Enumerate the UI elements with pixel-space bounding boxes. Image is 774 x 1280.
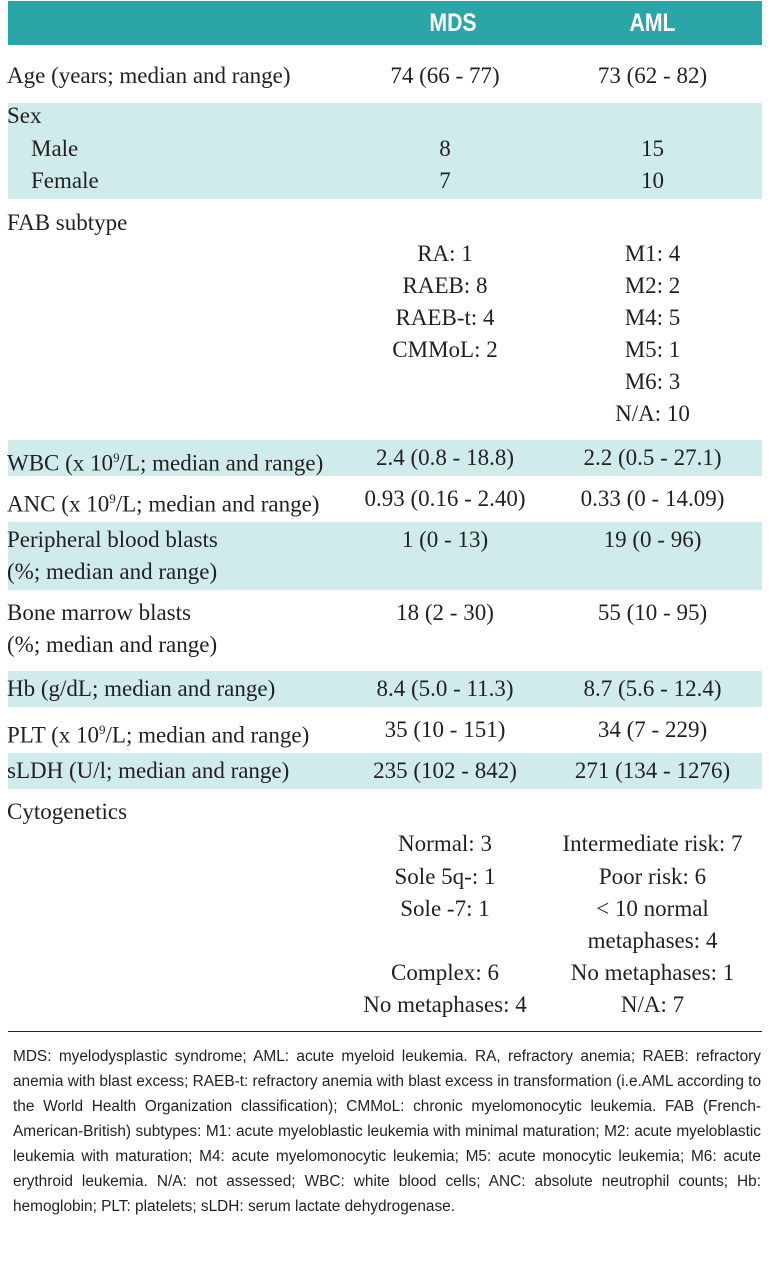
sex-row-bg xyxy=(8,103,762,199)
fab-aml-1: M2: 2 xyxy=(624,273,681,298)
fab-aml-4: M6: 3 xyxy=(624,369,681,394)
cyto-aml-3: metaphases: 4 xyxy=(587,928,718,953)
sex-female-mds: 7 xyxy=(439,168,451,193)
age-aml: 73 (62 - 82) xyxy=(597,63,708,88)
header-aml: AML xyxy=(629,9,676,37)
cyto-label: Cytogenetics xyxy=(7,799,128,824)
pb-blasts-label-2: (%; median and range) xyxy=(7,559,218,584)
hb-mds: 8.4 (5.0 - 11.3) xyxy=(376,676,514,701)
sex-male-mds: 8 xyxy=(439,136,451,161)
cyto-aml-2: < 10 normal xyxy=(596,896,709,921)
wbc-label: WBC (x 109/L; median and range) xyxy=(7,450,324,476)
sldh-aml: 271 (134 - 1276) xyxy=(574,758,731,783)
bm-blasts-mds: 18 (2 - 30) xyxy=(396,600,494,625)
hb-aml: 8.7 (5.6 - 12.4) xyxy=(583,676,722,701)
anc-mds: 0.93 (0.16 - 2.40) xyxy=(364,486,526,511)
age-label: Age (years; median and range) xyxy=(7,63,291,88)
cyto-mds-3: Complex: 6 xyxy=(391,960,499,985)
pb-blasts-mds: 1 (0 - 13) xyxy=(401,527,489,552)
bm-blasts-label-2: (%; median and range) xyxy=(7,632,218,657)
fab-aml-0: M1: 4 xyxy=(624,241,681,266)
bm-blasts-label-1: Bone marrow blasts xyxy=(7,600,191,625)
fab-aml-5: N/A: 10 xyxy=(615,401,690,426)
anc-label: ANC (x 109/L; median and range) xyxy=(7,491,320,517)
cyto-aml-1: Poor risk: 6 xyxy=(598,864,707,889)
pb-blasts-row-bg xyxy=(8,522,762,590)
wbc-aml: 2.2 (0.5 - 27.1) xyxy=(583,445,722,470)
hb-label: Hb (g/dL; median and range) xyxy=(7,676,276,701)
sex-male-aml: 15 xyxy=(641,136,664,161)
cyto-mds-1: Sole 5q-: 1 xyxy=(394,864,496,889)
cyto-mds-4: No metaphases: 4 xyxy=(363,992,527,1017)
fab-aml-3: M5: 1 xyxy=(624,337,681,362)
cyto-mds-0: Normal: 3 xyxy=(398,831,492,856)
cyto-mds-2: Sole -7: 1 xyxy=(400,896,490,921)
sex-female-aml: 10 xyxy=(641,168,664,193)
header-mds: MDS xyxy=(429,9,477,37)
sldh-label: sLDH (U/l; median and range) xyxy=(7,758,290,783)
table-header: MDS AML xyxy=(8,1,762,45)
fab-aml-2: M4: 5 xyxy=(624,305,681,330)
cyto-aml-0: Intermediate risk: 7 xyxy=(562,831,743,856)
bm-blasts-aml: 55 (10 - 95) xyxy=(597,600,708,625)
sldh-row-bg xyxy=(8,753,762,789)
wbc-mds: 2.4 (0.8 - 18.8) xyxy=(376,445,514,470)
hb-row-bg xyxy=(8,671,762,707)
plt-mds: 35 (10 - 151) xyxy=(384,717,506,742)
fab-mds-1: RAEB: 8 xyxy=(402,273,488,298)
table-footnote: MDS: myelodysplastic syndrome; AML: acut… xyxy=(13,1048,761,1215)
fab-mds-3: CMMoL: 2 xyxy=(392,337,498,362)
pb-blasts-label-1: Peripheral blood blasts xyxy=(7,527,218,552)
table-bottom-rule xyxy=(8,1031,762,1032)
fab-mds-0: RA: 1 xyxy=(417,241,473,266)
sex-female-label: Female xyxy=(31,168,99,193)
sldh-mds: 235 (102 - 842) xyxy=(373,758,517,783)
sex-label: Sex xyxy=(7,103,42,128)
cyto-aml-5: N/A: 7 xyxy=(620,992,685,1017)
fab-mds-2: RAEB-t: 4 xyxy=(395,305,495,330)
wbc-row-bg xyxy=(8,440,762,476)
plt-label: PLT (x 109/L; median and range) xyxy=(7,722,310,748)
plt-aml: 34 (7 - 229) xyxy=(597,717,708,742)
sex-male-label: Male xyxy=(31,136,79,161)
anc-aml: 0.33 (0 - 14.09) xyxy=(580,486,725,511)
cyto-aml-4: No metaphases: 1 xyxy=(570,960,735,985)
pb-blasts-aml: 19 (0 - 96) xyxy=(603,527,702,552)
age-mds: 74 (66 - 77) xyxy=(390,63,500,88)
fab-label: FAB subtype xyxy=(7,210,128,235)
